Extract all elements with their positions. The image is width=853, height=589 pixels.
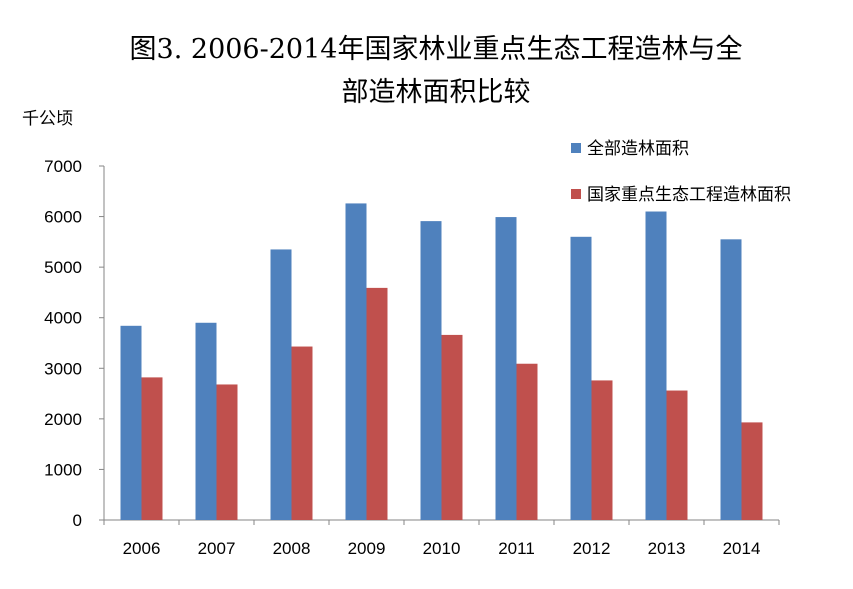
x-tick-label: 2013 <box>648 539 686 558</box>
y-tick-label: 7000 <box>44 157 82 176</box>
x-tick-label: 2006 <box>123 539 161 558</box>
y-tick-label: 0 <box>73 511 82 530</box>
bars-group <box>120 203 763 521</box>
x-tick-label: 2007 <box>198 539 236 558</box>
x-tick-label: 2012 <box>573 539 611 558</box>
bar-key-project-2008 <box>291 346 313 520</box>
bar-key-project-2012 <box>591 380 613 520</box>
bar-total-2011 <box>495 217 517 520</box>
bar-total-2006 <box>120 325 142 520</box>
bar-key-project-2006 <box>141 377 163 520</box>
bar-total-2010 <box>420 221 442 520</box>
bar-total-2007 <box>195 322 217 520</box>
bar-key-project-2014 <box>741 422 763 520</box>
y-tick-label: 3000 <box>44 359 82 378</box>
x-tick-label: 2010 <box>423 539 461 558</box>
legend-swatch-0 <box>571 143 581 153</box>
y-tick-label: 4000 <box>44 309 82 328</box>
x-tick-label: 2014 <box>723 539 761 558</box>
y-tick-label: 1000 <box>44 460 82 479</box>
legend-label-0: 全部造林面积 <box>587 139 689 159</box>
y-tick-label: 5000 <box>44 258 82 277</box>
bar-key-project-2007 <box>216 384 238 520</box>
legend-label-1: 国家重点生态工程造林面积 <box>587 185 791 205</box>
bar-key-project-2010 <box>441 334 463 520</box>
bar-total-2008 <box>270 249 292 520</box>
bar-total-2013 <box>645 211 667 520</box>
y-tick-label: 2000 <box>44 410 82 429</box>
y-tick-label: 6000 <box>44 208 82 227</box>
axes: 0 1000 2000 3000 4000 5000 6000 7000 2006 2007 200… <box>44 157 780 558</box>
y-axis-unit-label: 千公顷 <box>22 109 73 129</box>
bar-key-project-2013 <box>666 390 688 520</box>
bar-total-2012 <box>570 236 592 521</box>
bar-key-project-2011 <box>516 363 538 520</box>
x-tick-label: 2011 <box>498 539 535 558</box>
legend-swatch-1 <box>571 189 581 199</box>
chart-title-line2: 部造林面积比较 <box>342 77 531 108</box>
chart-title-line1: 图3. 2006-2014年国家林业重点生态工程造林与全 <box>130 34 743 65</box>
bar-total-2009 <box>345 203 367 520</box>
x-tick-label: 2008 <box>273 539 311 558</box>
bar-total-2014 <box>720 239 742 521</box>
x-tick-label: 2009 <box>348 539 386 558</box>
bar-key-project-2009 <box>366 287 388 520</box>
